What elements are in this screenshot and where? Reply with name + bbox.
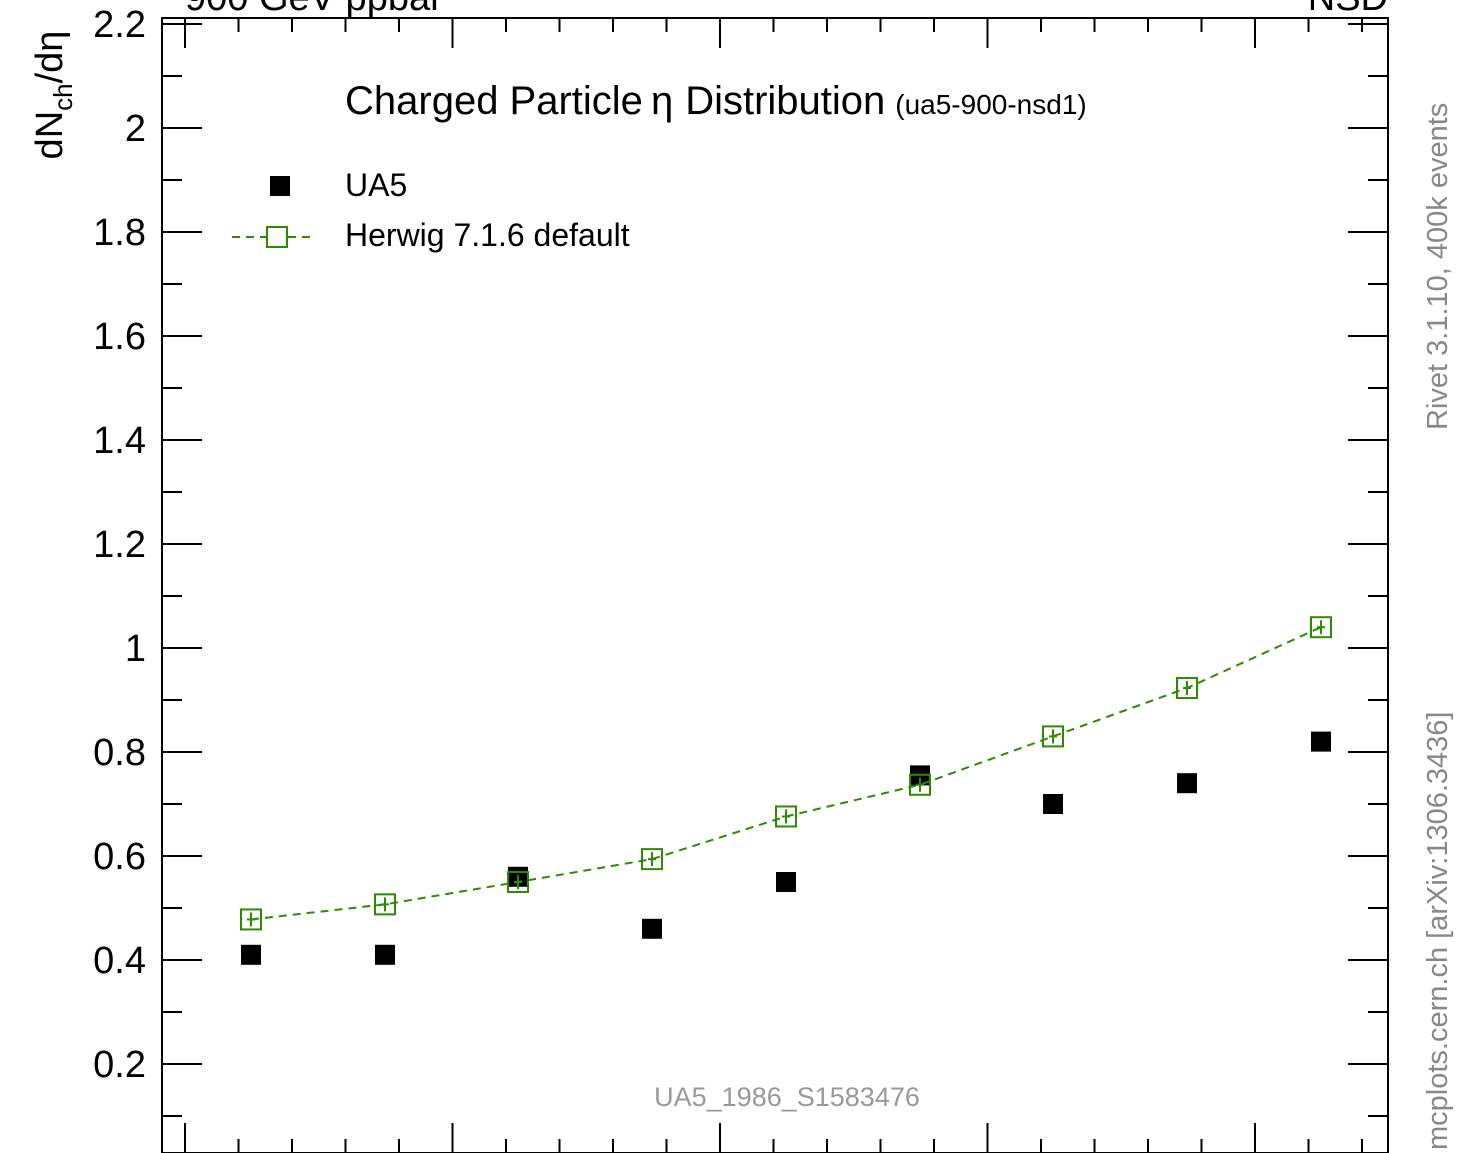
herwig-data-point	[507, 871, 529, 893]
legend-marker-ua5	[270, 176, 290, 196]
y-tick-label: 1.6	[93, 316, 146, 358]
y-tick-label: 1.4	[93, 420, 146, 462]
y-tick-label: 1.8	[93, 212, 146, 254]
ua5-data-point	[1177, 773, 1197, 794]
herwig-data-point	[1176, 677, 1198, 700]
legend-label-herwig: Herwig 7.1.6 default	[345, 217, 630, 253]
herwig-data-point	[1310, 616, 1332, 639]
y-tick-label: 0.4	[93, 940, 146, 982]
ua5-data-point	[375, 944, 395, 965]
mcplots-source: mcplots.cern.ch [arXiv:1306.3436]	[1422, 712, 1454, 1150]
legend-label-ua5: UA5	[345, 167, 407, 203]
header-left-label: 900 GeV ppbar	[185, 0, 443, 19]
rivet-info: Rivet 3.1.10, 400k events	[1422, 103, 1454, 430]
legend-marker-herwig	[266, 226, 288, 248]
herwig-data-point	[775, 805, 797, 828]
y-tick-label: 0.6	[93, 836, 146, 878]
ua5-data-point	[1311, 731, 1331, 752]
herwig-data-point	[641, 848, 663, 871]
y-tick-label: 2.2	[93, 4, 146, 46]
ua5-data-point	[1043, 794, 1063, 814]
y-tick-label: 1	[125, 628, 146, 670]
herwig-data-point	[240, 908, 262, 931]
plot-frame	[161, 17, 1389, 1153]
herwig-data-point	[374, 893, 396, 916]
y-tick-label: 2	[125, 108, 146, 150]
series-layer	[240, 616, 1332, 965]
header-right-label: NSD	[1308, 0, 1388, 19]
y-tick-labels: 0.2 0.4 0.6 0.8 1 1.2 1.4 1.6 1.8 2 2.2	[93, 4, 146, 1086]
ua5-data-point	[241, 944, 261, 965]
herwig-data-point	[1042, 725, 1064, 748]
legend: UA5 Herwig 7.1.6 default	[232, 167, 630, 253]
herwig-data-point	[909, 773, 931, 796]
y-tick-label: 0.2	[93, 1044, 146, 1086]
y-tick-label: 0.8	[93, 732, 146, 774]
analysis-id: UA5_1986_S1583476	[654, 1082, 920, 1112]
ua5-data-point	[776, 872, 796, 892]
axis-ticks	[162, 18, 1388, 1153]
chart-title: Charged Particle η Distribution (ua5-900-ns…	[345, 79, 1087, 123]
y-axis-label: dNch/dη	[29, 31, 78, 160]
ua5-data-point	[642, 918, 662, 939]
y-tick-label: 1.2	[93, 524, 146, 566]
